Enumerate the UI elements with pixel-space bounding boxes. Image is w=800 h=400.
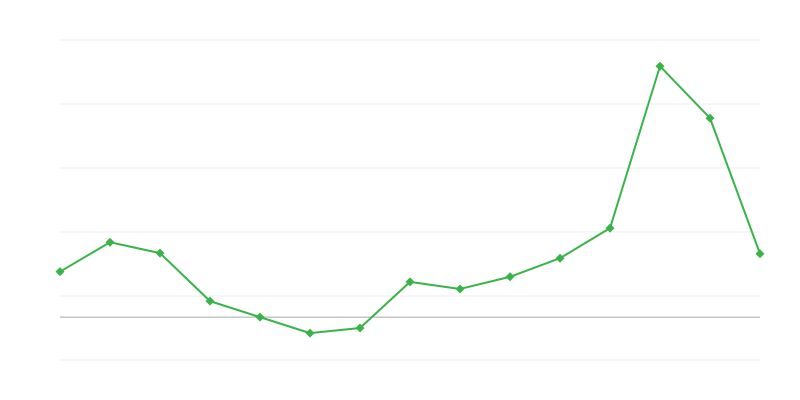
point-marker xyxy=(55,267,65,277)
point-marker xyxy=(605,223,615,233)
point-marker xyxy=(205,296,215,306)
point-marker xyxy=(255,312,265,322)
point-marker xyxy=(305,328,315,338)
point-marker xyxy=(155,248,165,258)
point-marker xyxy=(705,113,715,123)
point-marker xyxy=(455,284,465,294)
point-marker xyxy=(755,249,765,259)
point-marker xyxy=(505,272,515,282)
point-marker xyxy=(655,61,665,71)
point-marker xyxy=(555,253,565,263)
point-marker xyxy=(355,323,365,333)
series-line xyxy=(59,65,761,335)
point-marker xyxy=(405,277,415,287)
point-marker xyxy=(105,237,115,247)
